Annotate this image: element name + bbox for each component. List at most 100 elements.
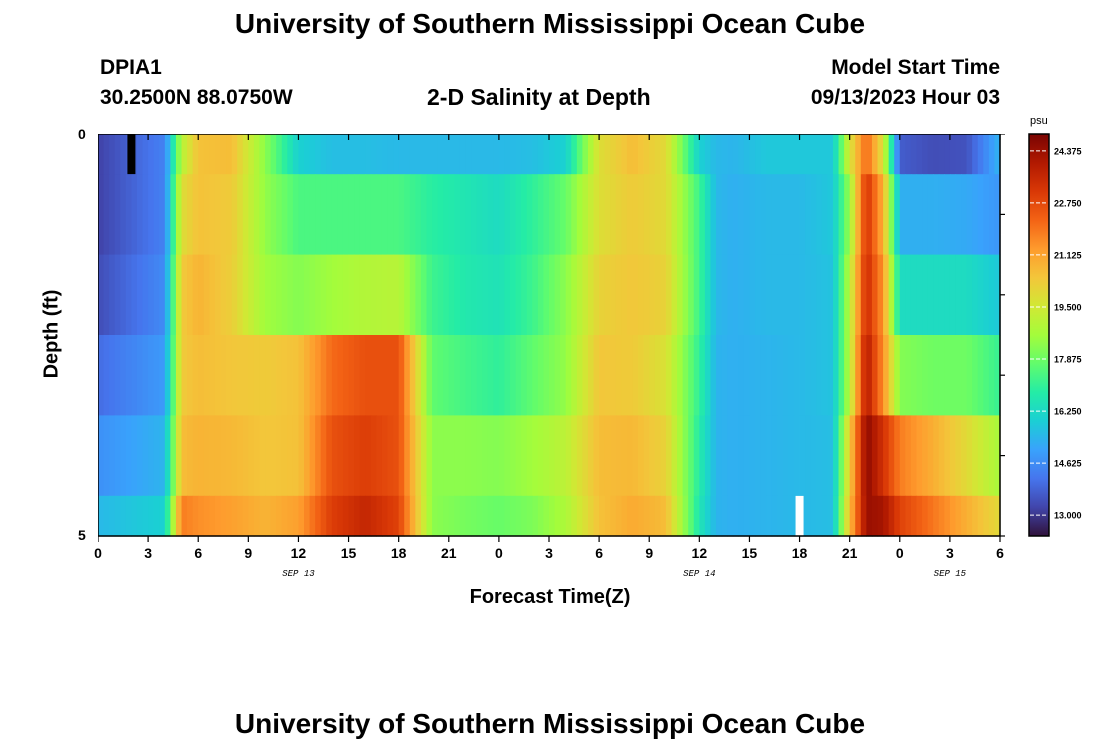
heatmap-cell xyxy=(688,174,695,256)
heatmap-cell xyxy=(370,134,377,175)
heatmap-cell xyxy=(905,335,912,416)
heatmap-cell xyxy=(844,335,851,416)
heatmap-cell xyxy=(677,335,684,416)
heatmap-cell xyxy=(532,335,539,416)
heatmap-cell xyxy=(270,415,277,497)
heatmap-cell xyxy=(777,495,784,537)
heatmap-cell xyxy=(710,335,717,416)
heatmap-cell xyxy=(587,335,595,416)
heatmap-cell xyxy=(125,415,133,497)
heatmap-cell xyxy=(604,495,611,537)
heatmap-cell xyxy=(510,254,517,336)
heatmap-cell xyxy=(782,415,790,497)
heatmap-cell xyxy=(98,495,105,537)
heatmap-cell xyxy=(315,174,322,256)
heatmap-cell xyxy=(855,495,862,537)
heatmap-cell xyxy=(638,415,645,497)
heatmap-cell xyxy=(320,174,327,256)
heatmap-cell xyxy=(510,174,517,256)
heatmap-cell xyxy=(749,134,756,175)
heatmap-cell xyxy=(782,174,790,256)
heatmap-cell xyxy=(175,415,183,497)
heatmap-cell xyxy=(387,174,394,256)
heatmap-cell xyxy=(615,134,622,175)
heatmap-cell xyxy=(587,415,595,497)
heatmap-cell xyxy=(782,134,790,175)
heatmap-cell xyxy=(710,174,717,256)
heatmap-cell xyxy=(966,415,973,497)
heatmap-cell xyxy=(448,254,455,336)
heatmap-cell xyxy=(521,134,528,175)
heatmap-cell xyxy=(114,174,121,256)
heatmap-cell xyxy=(799,134,806,175)
heatmap-cell xyxy=(671,254,678,336)
heatmap-cell xyxy=(203,134,210,175)
heatmap-cell xyxy=(949,174,957,256)
heatmap-cell xyxy=(821,134,828,175)
heatmap-cell xyxy=(448,415,455,497)
heatmap-cell xyxy=(521,335,528,416)
heatmap-cell xyxy=(404,495,411,537)
heatmap-cell xyxy=(821,174,828,256)
heatmap-cell xyxy=(782,254,790,336)
heatmap-cell xyxy=(821,495,828,537)
heatmap-cell xyxy=(716,254,723,336)
heatmap-cell xyxy=(832,495,840,537)
heatmap-cell xyxy=(810,254,817,336)
heatmap-cell xyxy=(860,134,867,175)
heatmap-cell xyxy=(587,134,595,175)
heatmap-cell xyxy=(604,174,611,256)
heatmap-cell xyxy=(721,415,728,497)
heatmap-cell xyxy=(365,254,372,336)
heatmap-cell xyxy=(816,415,823,497)
heatmap-cell xyxy=(916,335,923,416)
heatmap-cell xyxy=(665,134,673,175)
heatmap-cell xyxy=(933,415,940,497)
heatmap-cell xyxy=(699,335,706,416)
heatmap-cell xyxy=(487,495,494,537)
heatmap-cell xyxy=(944,254,951,336)
heatmap-cell xyxy=(248,335,255,416)
heatmap-cell xyxy=(198,335,205,416)
heatmap-cell xyxy=(866,335,873,416)
heatmap-cell xyxy=(665,174,673,256)
heatmap-cell xyxy=(760,254,767,336)
heatmap-cell xyxy=(966,495,973,537)
heatmap-cell xyxy=(109,134,116,175)
heatmap-cell xyxy=(526,415,533,497)
heatmap-cell xyxy=(610,415,617,497)
heatmap-cell xyxy=(342,254,350,336)
heatmap-cell xyxy=(304,174,311,256)
heatmap-cell xyxy=(582,495,589,537)
heatmap-cell xyxy=(342,415,350,497)
heatmap-cell xyxy=(721,134,728,175)
heatmap-cell xyxy=(131,335,138,416)
heatmap-cell xyxy=(910,174,918,256)
heatmap-cell xyxy=(849,415,856,497)
heatmap-cell xyxy=(287,415,294,497)
heatmap-cell xyxy=(437,495,444,537)
heatmap-cell xyxy=(543,415,550,497)
heatmap-cell xyxy=(844,174,851,256)
heatmap-cell xyxy=(838,174,845,256)
heatmap-cell xyxy=(727,335,734,416)
heatmap-cell xyxy=(977,254,984,336)
heatmap-cell xyxy=(849,134,856,175)
heatmap-cell xyxy=(654,415,661,497)
heatmap-cell xyxy=(248,495,255,537)
heatmap-cell xyxy=(916,254,923,336)
heatmap-cell xyxy=(777,335,784,416)
heatmap-cell xyxy=(877,415,884,497)
heatmap-cell xyxy=(732,335,739,416)
heatmap-cell xyxy=(654,335,661,416)
heatmap-cell xyxy=(465,134,472,175)
heatmap-cell xyxy=(209,415,216,497)
heatmap-cell xyxy=(716,335,723,416)
heatmap-cell xyxy=(454,415,461,497)
heatmap-cell xyxy=(560,495,567,537)
heatmap-cell xyxy=(265,495,272,537)
heatmap-cell xyxy=(571,495,578,537)
heatmap-cell xyxy=(337,134,344,175)
y-tick-top: 0 xyxy=(78,126,86,142)
heatmap-cell xyxy=(242,254,249,336)
